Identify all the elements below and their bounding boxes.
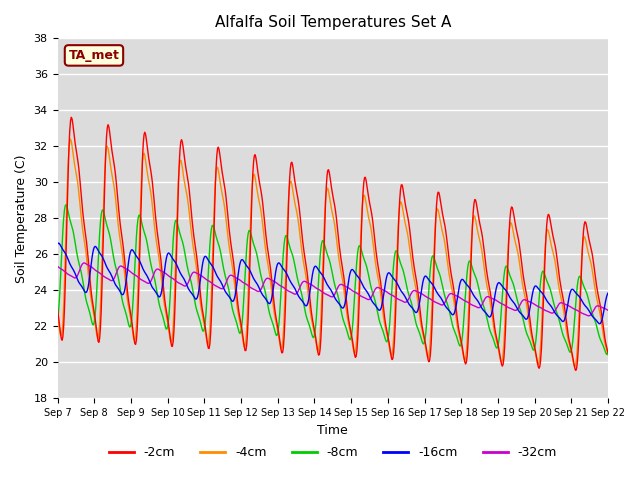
-16cm <box>417 294 424 300</box>
-2cm <box>63 194 71 200</box>
-2cm <box>177 139 184 144</box>
-2cm <box>572 368 580 373</box>
Title: Alfalfa Soil Temperatures Set A: Alfalfa Soil Temperatures Set A <box>214 15 451 30</box>
-32cm <box>63 271 71 277</box>
-4cm <box>121 275 129 280</box>
-4cm <box>417 319 424 325</box>
-32cm <box>54 264 61 269</box>
-32cm <box>604 308 612 313</box>
-8cm <box>62 202 70 208</box>
Y-axis label: Soil Temperature (C): Soil Temperature (C) <box>15 154 28 283</box>
-4cm <box>177 157 184 163</box>
Line: -4cm: -4cm <box>58 139 608 366</box>
-8cm <box>206 242 214 248</box>
-8cm <box>401 272 408 278</box>
-2cm <box>417 311 424 316</box>
-4cm <box>401 216 408 222</box>
-8cm <box>65 210 72 216</box>
-2cm <box>604 350 612 356</box>
-8cm <box>54 317 61 323</box>
-32cm <box>206 279 214 285</box>
-4cm <box>67 136 74 142</box>
-16cm <box>604 290 612 296</box>
Line: -32cm: -32cm <box>58 263 608 316</box>
-4cm <box>206 325 214 331</box>
Line: -16cm: -16cm <box>58 243 608 324</box>
-2cm <box>401 195 408 201</box>
-4cm <box>604 352 612 358</box>
Line: -2cm: -2cm <box>58 117 608 371</box>
-2cm <box>121 260 129 266</box>
-8cm <box>604 350 612 356</box>
-16cm <box>596 321 604 326</box>
-16cm <box>121 286 129 292</box>
-2cm <box>206 341 214 347</box>
-2cm <box>54 307 61 312</box>
-16cm <box>206 260 214 265</box>
-32cm <box>401 299 408 305</box>
-4cm <box>54 312 61 317</box>
X-axis label: Time: Time <box>317 424 348 437</box>
-4cm <box>572 363 579 369</box>
-2cm <box>67 114 75 120</box>
-4cm <box>63 178 71 184</box>
-8cm <box>604 351 611 357</box>
-32cm <box>585 313 593 319</box>
-16cm <box>54 240 62 246</box>
Legend: -2cm, -4cm, -8cm, -16cm, -32cm: -2cm, -4cm, -8cm, -16cm, -32cm <box>104 441 562 464</box>
-16cm <box>177 271 184 277</box>
-32cm <box>121 265 129 271</box>
-32cm <box>81 260 88 266</box>
Text: TA_met: TA_met <box>68 49 120 62</box>
-16cm <box>401 293 408 299</box>
-32cm <box>177 281 184 287</box>
-8cm <box>177 234 184 240</box>
-8cm <box>121 307 129 313</box>
Line: -8cm: -8cm <box>58 205 608 354</box>
-8cm <box>417 333 424 339</box>
-16cm <box>65 257 72 263</box>
-16cm <box>54 241 61 247</box>
-32cm <box>417 290 424 296</box>
